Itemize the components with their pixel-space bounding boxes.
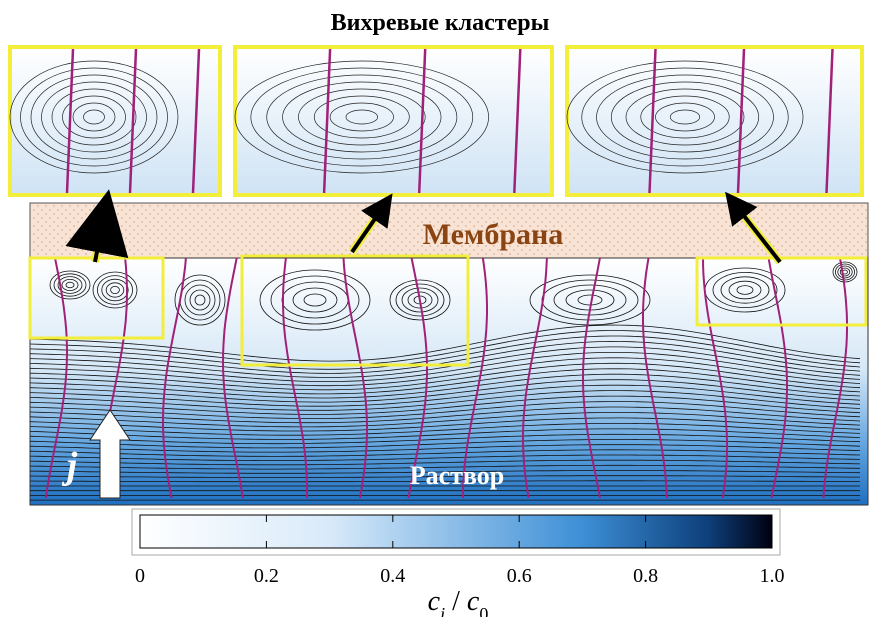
colorbar-tick-label: 0.6: [507, 565, 532, 587]
colorbar-label-part: c: [428, 586, 441, 617]
title: Вихревые кластеры: [331, 10, 550, 36]
colorbar-tick-label: 0.8: [633, 565, 658, 587]
page: Вихревые кластеры Мембрана j Раствор 00.…: [0, 0, 870, 622]
colorbar-tick-label: 1.0: [760, 565, 785, 587]
figure: Вихревые кластеры Мембрана j Раствор 00.…: [0, 0, 870, 617]
colorbar-label-part: /: [445, 586, 467, 617]
inset-2: [235, 47, 552, 195]
colorbar-label-part: c: [467, 586, 480, 617]
colorbar-label: ci / c0: [428, 586, 489, 617]
colorbar: [140, 515, 772, 548]
inset-3: [567, 47, 862, 195]
colorbar-tick-label: 0.2: [254, 565, 279, 587]
solution-label: Раствор: [410, 461, 505, 490]
colorbar-label-part: 0: [479, 604, 488, 617]
colorbar-tick-label: 0.4: [380, 565, 405, 587]
colorbar-tick-label: 0: [135, 565, 145, 587]
membrane-label: Мембрана: [423, 218, 564, 251]
